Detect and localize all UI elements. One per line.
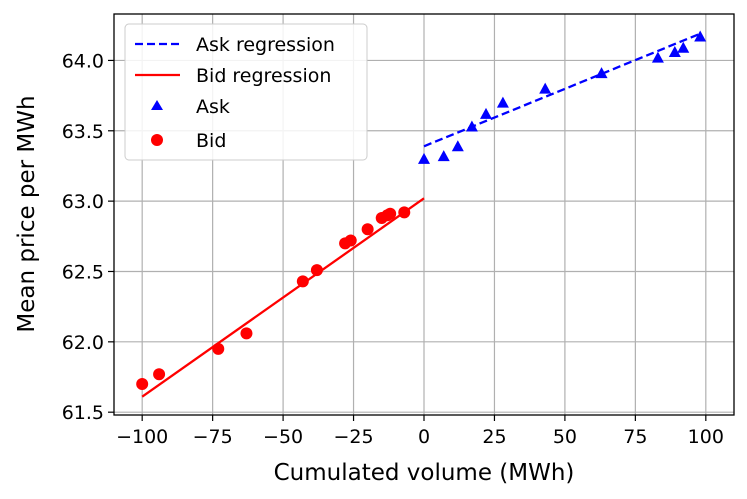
legend-ask-marker [151, 100, 163, 110]
ask-point [677, 41, 690, 53]
bid-point [310, 264, 323, 277]
x-tick-label: 75 [623, 426, 647, 448]
legend-box [124, 23, 368, 161]
ask-point [651, 51, 664, 63]
bid-point [136, 378, 149, 391]
ask-point [595, 67, 608, 79]
x-tick-label: 25 [482, 426, 506, 448]
y-tick-label: 61.5 [62, 402, 104, 424]
legend-bid-label: Bid [196, 130, 226, 152]
x-tick-label: −75 [193, 426, 233, 448]
ask-regression-line [423, 32, 701, 148]
grid [114, 14, 734, 415]
bid-point [240, 327, 253, 340]
x-tick-label: 50 [553, 426, 577, 448]
bid-regression-line [141, 197, 425, 398]
x-axis-label: Cumulated volume (MWh) [274, 460, 575, 486]
legend-bid-regression-label: Bid regression [196, 65, 331, 87]
bid-point [384, 207, 397, 220]
bid-point [344, 234, 357, 247]
ask-point [668, 45, 681, 57]
ask-point [480, 107, 492, 119]
series-layer [136, 30, 707, 398]
ask-point [418, 152, 430, 164]
bid-point [361, 223, 374, 236]
y-tick-label: 63.5 [62, 121, 104, 143]
x-tick-label: 0 [418, 426, 430, 448]
y-tick-label: 62.0 [62, 332, 104, 354]
ask-point [465, 120, 478, 132]
x-tick-label: −25 [333, 426, 373, 448]
x-tick-label: 100 [688, 426, 724, 448]
ask-point [694, 30, 707, 42]
ask-point [539, 82, 552, 94]
bid-point [153, 368, 166, 381]
legend-ask-regression-label: Ask regression [196, 34, 335, 56]
y-axis-label: Mean price per MWh [14, 95, 40, 332]
legend: Ask regression Bid regression Ask Bid [124, 23, 368, 161]
y-tick-label: 63.0 [62, 191, 104, 213]
x-tick-label: −100 [116, 426, 168, 448]
ask-point [437, 150, 450, 162]
bid-point [296, 275, 309, 288]
x-tick-label: −50 [263, 426, 303, 448]
ask-point [496, 96, 509, 108]
ticks: −100 −75 −50 −25 0 25 50 75 100 61.5 62.0 62.5 63.0 6… [62, 50, 724, 448]
legend-ask-label: Ask [196, 96, 230, 118]
y-tick-label: 62.5 [62, 261, 104, 283]
ask-point [451, 140, 464, 152]
legend-bid-marker [151, 134, 163, 146]
y-tick-label: 64.0 [62, 50, 104, 72]
bid-point [212, 342, 225, 355]
bid-point [398, 206, 411, 219]
